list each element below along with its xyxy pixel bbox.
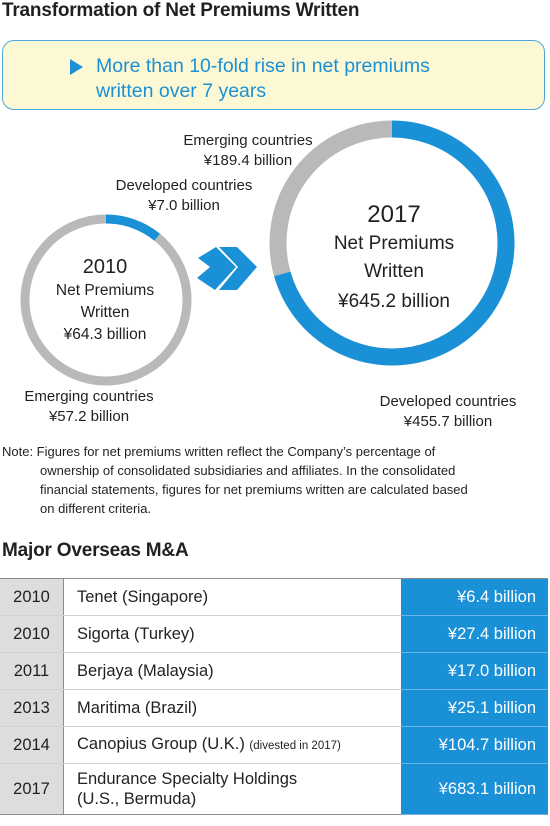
row-amount: ¥6.4 billion bbox=[401, 578, 548, 616]
highlight-callout: More than 10-fold rise in net premiums w… bbox=[2, 40, 545, 110]
row-company: Endurance Specialty Holdings (U.S., Berm… bbox=[63, 763, 401, 815]
label-2017-developed: Developed countries ¥455.7 billion bbox=[366, 392, 530, 432]
label-2017-emerging: Emerging countries ¥189.4 billion bbox=[170, 131, 326, 171]
row-company: Canopius Group (U.K.) (divested in 2017) bbox=[63, 726, 401, 764]
label-2010-developed: Developed countries ¥7.0 billion bbox=[100, 176, 268, 216]
center-2017-label-1: Net Premiums bbox=[333, 233, 455, 254]
table-row: 2010 Tenet (Singapore) ¥6.4 billion bbox=[0, 578, 548, 616]
center-2010-label-1: Net Premiums bbox=[55, 282, 155, 299]
label-2010-emerging-name: Emerging countries bbox=[24, 388, 154, 405]
row-company: Tenet (Singapore) bbox=[63, 578, 401, 616]
triangle-bullet-icon bbox=[70, 59, 83, 75]
label-2010-emerging: Emerging countries ¥57.2 billion bbox=[8, 387, 170, 427]
center-2017-year: 2017 bbox=[367, 201, 421, 228]
row-year: 2010 bbox=[0, 615, 64, 653]
row-company: Sigorta (Turkey) bbox=[63, 615, 401, 653]
row-year: 2014 bbox=[0, 726, 64, 764]
row-year: 2011 bbox=[0, 652, 64, 690]
row-company: Maritima (Brazil) bbox=[63, 689, 401, 727]
row-amount: ¥17.0 billion bbox=[401, 652, 548, 690]
footnote: Note: Figures for net premiums written r… bbox=[2, 442, 548, 518]
center-2010: 2010 Net Premiums Written ¥64.3 billion bbox=[34, 254, 176, 346]
donut-slice-2017-emerging bbox=[269, 120, 393, 277]
row-amount: ¥27.4 billion bbox=[401, 615, 548, 653]
callout-line-2: written over 7 years bbox=[96, 80, 267, 102]
center-2017-label-2: Written bbox=[364, 261, 424, 282]
callout-line-1: More than 10-fold rise in net premiums bbox=[96, 55, 430, 77]
ma-table: 2010 Tenet (Singapore) ¥6.4 billion 2010… bbox=[0, 578, 548, 815]
center-2010-year: 2010 bbox=[82, 256, 128, 278]
label-2010-developed-name: Developed countries bbox=[115, 177, 253, 194]
donut-slice-2010-developed bbox=[105, 214, 161, 241]
center-2017: 2017 Net Premiums Written ¥645.2 billion bbox=[304, 200, 484, 318]
donut-slice-2010-emerging bbox=[20, 214, 192, 386]
ma-section-title: Major Overseas M&A bbox=[2, 540, 189, 561]
label-2017-developed-name: Developed countries bbox=[379, 393, 517, 410]
table-row: 2013 Maritima (Brazil) ¥25.1 billion bbox=[0, 689, 548, 727]
row-company: Berjaya (Malaysia) bbox=[63, 652, 401, 690]
row-company-name-2: (U.S., Bermuda) bbox=[77, 790, 197, 808]
row-year: 2017 bbox=[0, 763, 64, 815]
chart-title: Transformation of Net Premiums Written bbox=[2, 0, 360, 21]
center-2010-label-2: Written bbox=[80, 304, 130, 321]
row-company-note: (divested in 2017) bbox=[249, 740, 341, 752]
footnote-line-1: Note: Figures for net premiums written r… bbox=[2, 444, 436, 459]
double-chevron-arrow-icon bbox=[197, 247, 257, 290]
table-row: 2014 Canopius Group (U.K.) (divested in … bbox=[0, 726, 548, 764]
row-company-name: Endurance Specialty Holdings bbox=[77, 770, 298, 788]
footnote-line-4: on different criteria. bbox=[40, 501, 152, 516]
footnote-line-2: ownership of consolidated subsidiaries a… bbox=[40, 463, 456, 478]
table-row: 2011 Berjaya (Malaysia) ¥17.0 billion bbox=[0, 652, 548, 690]
label-2010-emerging-value: ¥57.2 billion bbox=[48, 408, 130, 425]
table-row: 2010 Sigorta (Turkey) ¥27.4 billion bbox=[0, 615, 548, 653]
donut-2010 bbox=[20, 214, 192, 386]
center-2010-total: ¥64.3 billion bbox=[63, 326, 147, 343]
table-row: 2017 Endurance Specialty Holdings (U.S.,… bbox=[0, 763, 548, 815]
row-year: 2010 bbox=[0, 578, 64, 616]
label-2010-developed-value: ¥7.0 billion bbox=[148, 197, 220, 214]
row-amount: ¥104.7 billion bbox=[401, 726, 548, 764]
donut-charts bbox=[20, 120, 515, 386]
label-2017-emerging-name: Emerging countries bbox=[183, 132, 313, 149]
label-2017-emerging-value: ¥189.4 billion bbox=[203, 152, 293, 169]
row-year: 2013 bbox=[0, 689, 64, 727]
center-2017-total: ¥645.2 billion bbox=[338, 291, 450, 312]
row-company-name: Canopius Group (U.K.) bbox=[77, 735, 245, 753]
donut-slice-2017-developed bbox=[274, 120, 515, 366]
row-amount: ¥683.1 billion bbox=[401, 763, 548, 815]
row-amount: ¥25.1 billion bbox=[401, 689, 548, 727]
donut-2017 bbox=[269, 120, 515, 366]
footnote-line-3: financial statements, figures for net pr… bbox=[40, 482, 468, 497]
label-2017-developed-value: ¥455.7 billion bbox=[403, 413, 493, 430]
